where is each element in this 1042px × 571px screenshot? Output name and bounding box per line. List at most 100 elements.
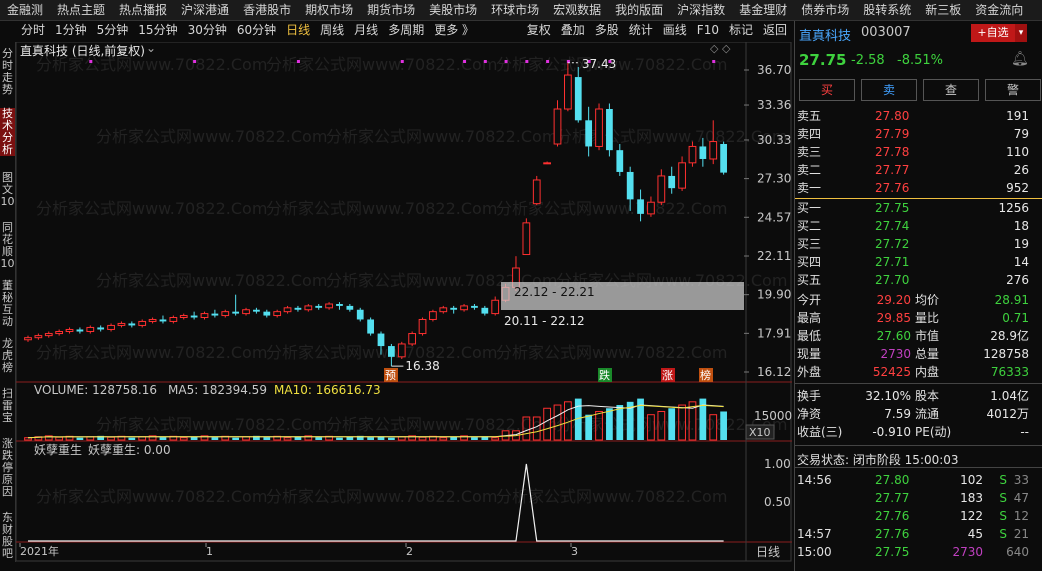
- side-tab[interactable]: 董秘互动: [2, 279, 13, 328]
- nav-item[interactable]: 股转系统: [863, 3, 912, 17]
- volume-bar: [699, 398, 707, 440]
- candle-body: [221, 311, 230, 317]
- kline-chart[interactable]: 分析家公式网www.70822.Com分析家公式网www.70822.Com分析…: [15, 41, 792, 562]
- candle-body: [367, 319, 374, 334]
- event-tag-bg: [598, 368, 612, 382]
- dropdown-icon[interactable]: ▾: [1015, 24, 1027, 42]
- period-tab[interactable]: 30分钟: [187, 23, 227, 37]
- toolbar-tool[interactable]: 返回: [762, 23, 787, 37]
- stat-value: 2730: [880, 347, 911, 361]
- nav-item[interactable]: 热点播报: [119, 3, 168, 17]
- chevron-down-icon[interactable]: ⌄: [146, 41, 157, 55]
- nav-item[interactable]: 期货市场: [367, 3, 416, 17]
- stat-value: 76333: [990, 365, 1029, 379]
- candle-body: [543, 162, 551, 165]
- candle-body: [491, 299, 500, 315]
- period-tab[interactable]: 5分钟: [96, 23, 129, 37]
- tick-volume: 183: [960, 491, 983, 505]
- toolbar-tool[interactable]: 叠加: [560, 23, 585, 37]
- candle-body: [325, 303, 333, 309]
- stat-label: 净资: [797, 407, 822, 421]
- high-label: 37.43: [582, 57, 616, 71]
- volume-bar: [532, 416, 541, 441]
- period-tab[interactable]: 多周期: [388, 23, 425, 37]
- period-tab[interactable]: 1分钟: [55, 23, 87, 37]
- stat-label: PE(动): [915, 425, 952, 439]
- nav-item[interactable]: 基金理财: [739, 3, 788, 17]
- nav-item[interactable]: 我的版面: [615, 3, 664, 17]
- trade-button[interactable]: 买: [799, 79, 855, 101]
- volume-bar: [418, 436, 427, 441]
- signal-dot: [546, 60, 550, 63]
- watermark-text: 分析家公式网www.70822.Com: [326, 271, 557, 290]
- quote-price: 27.74: [875, 219, 910, 233]
- period-tab[interactable]: 60分钟: [236, 23, 277, 37]
- period-tab[interactable]: 分时: [21, 23, 46, 37]
- candle-body: [336, 304, 343, 306]
- toolbar-tool[interactable]: 统计: [628, 23, 653, 37]
- toolbar-tool[interactable]: 画线: [662, 23, 687, 37]
- toolbar-tool[interactable]: 标记: [728, 23, 753, 37]
- bell-icon[interactable]: 🔔︎: [1011, 51, 1029, 67]
- stat-value: 1.04亿: [990, 389, 1029, 403]
- tick-volume: 102: [960, 473, 983, 487]
- nav-item[interactable]: 香港股市: [243, 3, 292, 17]
- candle-body: [44, 333, 53, 337]
- side-tab[interactable]: 图文10: [0, 171, 15, 208]
- side-tab[interactable]: 分时走势: [2, 47, 13, 96]
- volume-bar: [97, 435, 105, 440]
- candle-body: [637, 199, 644, 214]
- nav-item[interactable]: 新三板: [925, 3, 962, 17]
- tick-time: 14:57: [797, 527, 832, 541]
- stat-row: 最高 29.85 量比 0.71: [795, 309, 1042, 327]
- period-tab[interactable]: 更多 》: [434, 23, 475, 37]
- stat-row: 今开 29.20 均价 28.91: [795, 291, 1042, 309]
- side-tab[interactable]: 扫雷宝: [2, 387, 13, 424]
- nav-item[interactable]: 沪深港通: [181, 3, 230, 17]
- side-tab[interactable]: 东财股吧: [2, 511, 13, 560]
- nav-item[interactable]: 沪深指数: [677, 3, 726, 17]
- side-tab[interactable]: 技术分析: [0, 107, 15, 156]
- trade-button[interactable]: 卖: [861, 79, 917, 101]
- side-tab[interactable]: 龙虎榜: [2, 337, 13, 374]
- nav-item[interactable]: 宏观数据: [553, 3, 602, 17]
- candle-body: [595, 108, 603, 147]
- nav-item[interactable]: 环球市场: [491, 3, 540, 17]
- chart-area[interactable]: 分析家公式网www.70822.Com 分析家公式网www.70822.Com 分析…: [15, 41, 792, 562]
- trade-button[interactable]: 警: [985, 79, 1041, 101]
- stat-label: 最高: [797, 311, 822, 325]
- side-tab[interactable]: 涨跌停原因: [2, 437, 13, 498]
- volume-bar: [294, 436, 302, 440]
- price-axis-label: 30.33: [757, 133, 791, 147]
- diamond-icon[interactable]: ◇ ◇: [710, 42, 731, 55]
- period-tab[interactable]: 日线: [286, 23, 311, 37]
- stat-value: 7.59: [884, 407, 911, 421]
- toolbar-tool[interactable]: 多股: [594, 23, 619, 37]
- volume-bar: [55, 436, 64, 441]
- candle-body: [522, 222, 531, 256]
- trade-button[interactable]: 查: [923, 79, 979, 101]
- volume-bar: [388, 437, 395, 440]
- toolbar-tool[interactable]: 复权: [526, 23, 551, 37]
- nav-item[interactable]: 期权市场: [305, 3, 354, 17]
- nav-item[interactable]: 热点主题: [57, 3, 106, 17]
- stat-label: 总量: [915, 347, 940, 361]
- period-tab[interactable]: 月线: [354, 23, 379, 37]
- nav-item[interactable]: 金融测: [7, 3, 44, 17]
- indicator-axis-1: 1.00: [764, 457, 791, 471]
- nav-item[interactable]: 美股市场: [429, 3, 478, 17]
- volume-bar: [543, 407, 551, 441]
- watermark-text: 分析家公式网www.70822.Com: [496, 199, 727, 218]
- quote-row: 卖一 27.76 952: [795, 179, 1042, 197]
- toolbar-tool[interactable]: F10: [696, 23, 719, 37]
- period-tab[interactable]: 周线: [320, 23, 345, 37]
- candle-body: [564, 74, 572, 110]
- nav-item[interactable]: 资金流向: [975, 3, 1024, 17]
- quote-volume: 79: [1013, 127, 1029, 141]
- add-watchlist-button[interactable]: +自选: [971, 24, 1015, 42]
- candle-body: [117, 322, 126, 326]
- side-tab[interactable]: 同花顺10: [0, 221, 15, 270]
- quote-label: 买二: [797, 219, 822, 233]
- nav-item[interactable]: 债券市场: [801, 3, 850, 17]
- period-tab[interactable]: 15分钟: [138, 23, 178, 37]
